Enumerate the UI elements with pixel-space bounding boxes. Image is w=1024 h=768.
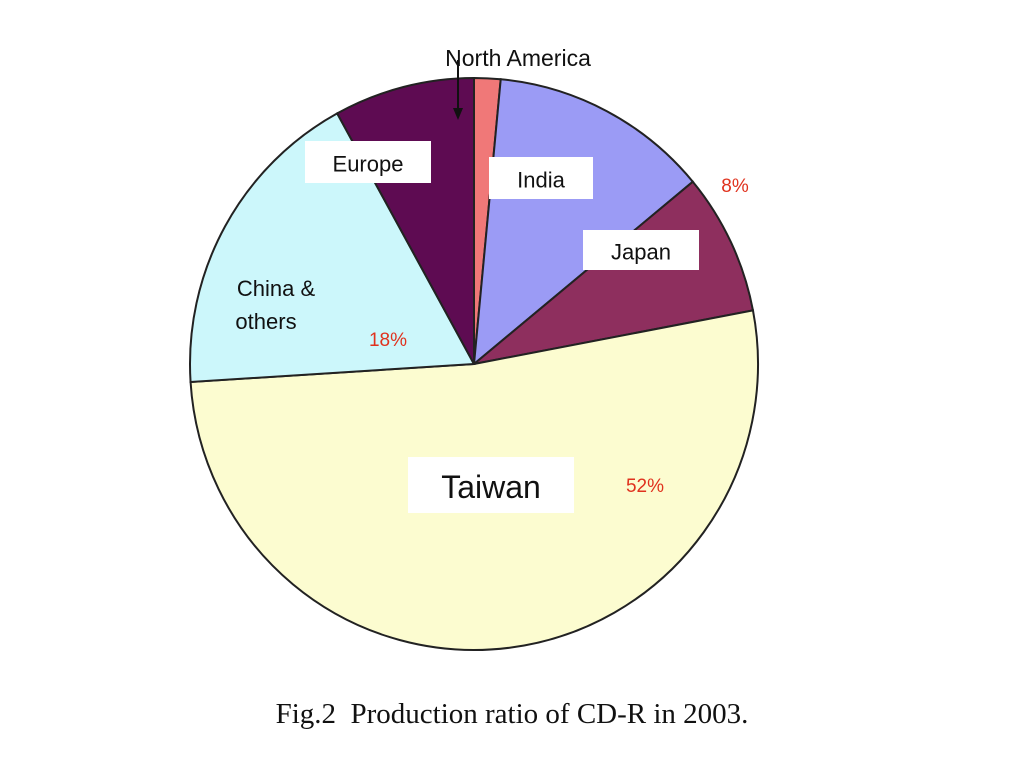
slice-label-taiwan: Taiwan bbox=[441, 469, 541, 505]
pie-labels: North America India Japan Taiwan China & othe… bbox=[235, 45, 749, 513]
value-label-taiwan: 52% bbox=[626, 476, 664, 497]
slice-label-china-others: China & others bbox=[235, 276, 315, 334]
pie-slices bbox=[189, 76, 759, 651]
pie-slice-india bbox=[472, 78, 695, 367]
figure-caption: Fig.2 Production ratio of CD-R in 2003. bbox=[275, 698, 749, 730]
value-label-japan: 8% bbox=[721, 176, 749, 197]
leader-arrowhead-north-america bbox=[453, 108, 463, 120]
label-box-taiwan bbox=[408, 457, 574, 513]
slice-label-north-america: North America bbox=[445, 45, 591, 71]
slice-label-japan: Japan bbox=[611, 240, 671, 265]
slice-label-europe: Europe bbox=[333, 152, 404, 177]
pie-chart: North America India Japan Taiwan China & othe… bbox=[189, 45, 759, 651]
label-box-europe bbox=[305, 141, 431, 183]
label-box-japan bbox=[583, 230, 699, 270]
pie-slice-japan bbox=[473, 180, 755, 365]
label-box-india bbox=[489, 157, 593, 199]
value-label-china-others: 18% bbox=[369, 330, 407, 351]
slice-label-india: India bbox=[517, 168, 565, 193]
pie-slice-china-others bbox=[189, 112, 476, 384]
